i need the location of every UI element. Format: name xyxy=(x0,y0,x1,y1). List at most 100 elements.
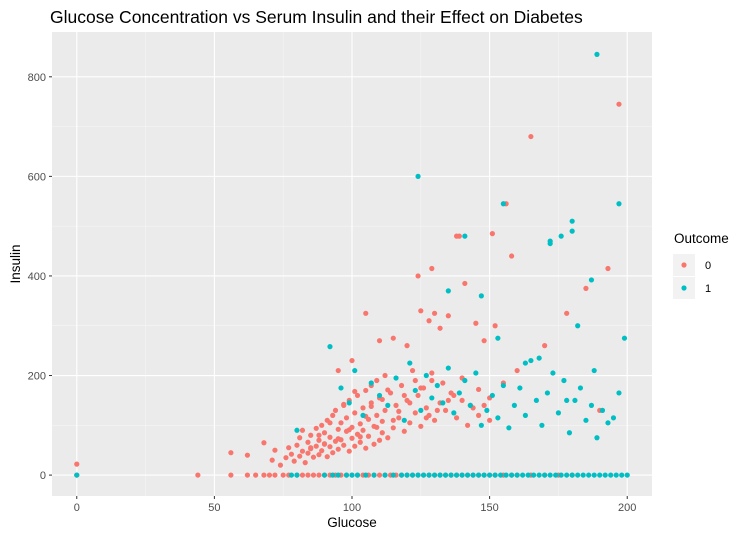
data-point xyxy=(371,441,377,447)
data-point xyxy=(478,422,484,428)
data-point xyxy=(506,425,512,431)
data-point xyxy=(288,472,295,478)
data-point xyxy=(481,338,487,344)
data-point xyxy=(360,412,366,418)
data-point xyxy=(357,434,363,440)
data-point xyxy=(525,472,531,478)
data-point xyxy=(338,420,344,426)
data-point xyxy=(385,387,391,393)
y-tick-label: 600 xyxy=(28,171,46,183)
data-point xyxy=(280,472,286,478)
data-point xyxy=(503,472,509,478)
data-point xyxy=(385,402,391,408)
data-point xyxy=(319,448,325,454)
data-point xyxy=(498,472,504,478)
data-point xyxy=(586,472,592,478)
data-point xyxy=(195,472,201,478)
data-point xyxy=(393,402,399,408)
data-point xyxy=(575,472,581,478)
data-point xyxy=(382,407,388,413)
data-point xyxy=(310,472,317,478)
data-point xyxy=(522,360,528,366)
data-point xyxy=(393,375,399,381)
x-tick-label: 50 xyxy=(208,502,220,514)
data-point xyxy=(420,472,427,478)
data-point xyxy=(476,472,482,478)
data-point xyxy=(431,472,438,478)
data-point xyxy=(74,461,80,467)
data-point xyxy=(514,472,520,478)
data-point xyxy=(495,415,501,421)
data-point xyxy=(451,392,457,399)
data-point xyxy=(338,385,344,391)
data-point xyxy=(382,472,388,478)
data-point xyxy=(316,437,322,443)
data-point xyxy=(352,443,358,449)
data-point xyxy=(481,472,487,478)
data-point xyxy=(509,472,515,478)
data-point xyxy=(431,310,438,316)
data-point xyxy=(429,370,435,376)
axes: 0 50 100 150 200 0 200 400 600 800 xyxy=(28,72,637,514)
data-point xyxy=(244,452,251,458)
data-point xyxy=(594,51,600,58)
chart-title: Glucose Concentration vs Serum Insulin a… xyxy=(50,7,583,27)
data-point xyxy=(363,445,369,451)
data-point xyxy=(349,435,355,441)
data-point xyxy=(299,472,306,478)
data-point xyxy=(459,397,465,404)
data-point xyxy=(476,386,482,393)
data-point xyxy=(453,415,460,421)
data-point xyxy=(294,427,300,433)
data-point xyxy=(261,472,267,478)
data-point xyxy=(599,407,606,413)
data-point xyxy=(363,310,369,316)
legend-swatch xyxy=(681,262,687,268)
data-point xyxy=(415,472,421,478)
data-point xyxy=(426,318,432,324)
y-tick-label: 0 xyxy=(40,470,46,482)
data-point xyxy=(465,472,471,478)
data-point xyxy=(558,472,564,478)
data-point xyxy=(566,430,573,436)
data-point xyxy=(354,472,361,478)
data-point xyxy=(308,445,314,451)
data-point xyxy=(487,417,493,423)
data-point xyxy=(412,377,418,384)
data-point xyxy=(401,417,407,423)
data-point xyxy=(451,410,457,416)
data-point xyxy=(528,357,534,364)
data-point xyxy=(286,445,292,451)
data-point xyxy=(335,446,341,452)
data-point xyxy=(473,370,479,376)
data-point xyxy=(445,397,451,404)
legend-label: 1 xyxy=(705,283,711,295)
data-point xyxy=(605,420,611,426)
data-point xyxy=(327,444,333,450)
data-point xyxy=(316,452,322,458)
data-point xyxy=(492,472,498,478)
y-tick-label: 800 xyxy=(28,72,46,84)
data-point xyxy=(335,436,341,442)
data-point xyxy=(553,472,559,478)
data-point xyxy=(396,415,402,421)
x-tick-label: 200 xyxy=(618,502,636,514)
data-point xyxy=(481,402,487,408)
data-point xyxy=(228,450,234,456)
data-point xyxy=(299,427,306,433)
data-point xyxy=(401,392,407,399)
data-point xyxy=(564,397,570,404)
legend-entries: 01 xyxy=(673,254,711,299)
data-point xyxy=(467,402,473,408)
data-point xyxy=(327,434,333,440)
data-point xyxy=(619,472,625,478)
data-point xyxy=(305,450,311,456)
data-point xyxy=(352,388,358,395)
data-point xyxy=(462,377,468,384)
data-point xyxy=(346,400,352,406)
data-point xyxy=(341,401,347,407)
data-point xyxy=(418,385,424,391)
data-point xyxy=(550,370,556,376)
data-point xyxy=(349,357,355,364)
data-point xyxy=(396,408,402,414)
